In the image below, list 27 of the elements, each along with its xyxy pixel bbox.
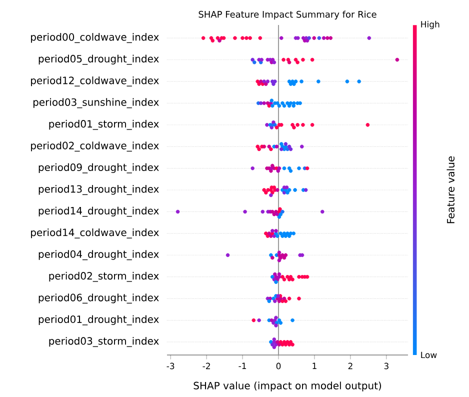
y-tick-label: period06_drought_index [38,294,159,304]
x-tick-label: 1 [312,362,316,370]
x-tick-label: 2 [348,362,352,370]
x-tick-label: 3 [384,362,388,370]
y-tick-label: period09_drought_index [38,163,159,174]
x-axis-title: SHAP value (impact on model output) [194,382,382,392]
y-tick-label: period03_sunshine_index [33,98,159,108]
y-tick-label: period01_storm_index [49,120,159,130]
chart-title: SHAP Feature Impact Summary for Rice [198,10,376,20]
y-tick-label: period12_coldwave_index [31,76,159,86]
y-tick-label: period02_coldwave_index [31,142,159,152]
y-tick-label: period02_storm_index [49,272,159,282]
y-tick-label: period13_drought_index [38,185,159,195]
text: Low [421,352,437,358]
x-tick-label: -3 [166,362,174,370]
y-tick-label: period04_drought_index [38,250,159,260]
text: High [421,20,440,30]
y-tick-label: period14_drought_index [38,206,159,217]
x-tick-label: 0 [276,362,281,370]
y-tick-label: period01_drought_index [38,315,159,326]
color-bar-title: Feature value [446,156,455,224]
y-tick-label: period05_drought_index [38,54,159,65]
y-tick-label: period14_coldwave_index [31,228,159,238]
x-tick-label: -1 [238,362,246,370]
x-tick-label: -2 [202,362,210,370]
y-tick-label: period00_coldwave_index [31,33,159,43]
y-tick-label: period03_storm_index [49,336,159,347]
